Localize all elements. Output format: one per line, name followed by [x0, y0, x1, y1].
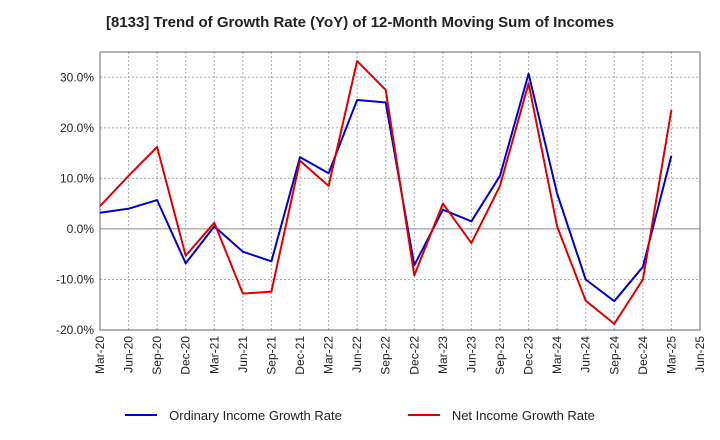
series-line-ordinary-income — [99, 72, 673, 303]
y-tick-label: -10.0% — [56, 272, 94, 286]
legend: Ordinary Income Growth Rate Net Income G… — [0, 405, 720, 425]
x-tick-label: Jun-20 — [122, 336, 136, 373]
x-tick-label: Sep-23 — [493, 336, 507, 375]
series-line-net-income — [99, 60, 673, 325]
x-tick-label: Jun-21 — [236, 336, 250, 373]
x-tick-label: Sep-22 — [379, 336, 393, 375]
chart-title: [8133] Trend of Growth Rate (YoY) of 12-… — [105, 14, 615, 31]
x-tick-label: Mar-20 — [93, 336, 107, 374]
x-tick-label: Sep-20 — [150, 336, 164, 375]
x-tick-label: Mar-21 — [207, 336, 221, 374]
x-tick-label: Jun-23 — [464, 336, 478, 373]
series-layer — [99, 60, 673, 325]
x-tick-label: Mar-22 — [322, 336, 336, 374]
x-tick-label: Dec-20 — [179, 336, 193, 375]
legend-swatch-net — [407, 414, 440, 416]
x-tick-label: Mar-24 — [550, 336, 564, 374]
y-tick-label: 10.0% — [60, 171, 94, 185]
plot-frame — [99, 51, 701, 331]
x-tick-label: Jun-25 — [693, 336, 707, 373]
x-tick-label: Dec-22 — [407, 336, 421, 375]
tick-layer: -20.0% -10.0% 0.0% 10.0% 20.0% 30.0% Mar-20 Jun… — [56, 70, 707, 374]
x-tick-label: Jun-24 — [579, 336, 593, 373]
x-tick-label: Jun-22 — [350, 336, 364, 373]
legend-item-ordinary: Ordinary Income Growth Rate — [125, 408, 342, 423]
legend-swatch-ordinary — [125, 414, 158, 416]
x-tick-label: Mar-25 — [664, 336, 678, 374]
x-tick-label: Sep-24 — [607, 336, 621, 375]
x-tick-label: Dec-24 — [636, 336, 650, 375]
x-tick-label: Dec-21 — [293, 336, 307, 375]
grid-layer — [99, 52, 701, 331]
y-tick-label: 30.0% — [60, 70, 94, 84]
x-tick-label: Mar-23 — [436, 336, 450, 374]
y-tick-label: -20.0% — [56, 323, 94, 337]
legend-label-ordinary: Ordinary Income Growth Rate — [169, 407, 342, 423]
axis-layer — [99, 51, 701, 331]
x-tick-label: Sep-21 — [264, 336, 278, 375]
legend-label-net: Net Income Growth Rate — [451, 407, 595, 423]
x-tick-label: Dec-23 — [522, 336, 536, 375]
y-tick-label: 20.0% — [60, 121, 94, 135]
y-tick-label: 0.0% — [67, 222, 95, 236]
legend-item-net: Net Income Growth Rate — [407, 407, 595, 423]
